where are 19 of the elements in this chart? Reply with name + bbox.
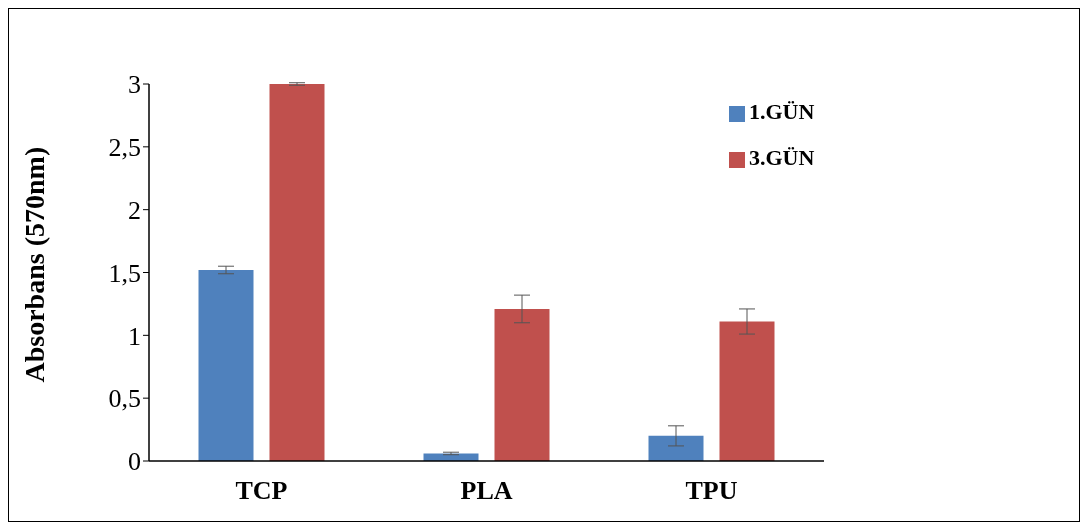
y-tick-label: 3 [128, 70, 141, 100]
y-tick-label: 1 [128, 321, 141, 351]
bar [648, 435, 704, 461]
bar [198, 269, 254, 461]
y-tick-label: 2 [128, 195, 141, 225]
legend-label: 3.GÜN [749, 145, 815, 170]
y-tick-label: 0,5 [108, 384, 141, 414]
y-tick-label: 0 [128, 447, 141, 477]
x-tick-label: TCP [235, 476, 288, 506]
bar [719, 321, 775, 461]
bar [494, 308, 550, 461]
y-tick-label: 1,5 [108, 258, 141, 288]
y-axis-title: Absorbans (570nm) [18, 146, 50, 383]
legend-label: 1.GÜN [749, 99, 815, 124]
x-tick-label: PLA [460, 476, 513, 506]
y-tick-label: 2,5 [108, 133, 141, 163]
x-tick-label: TPU [685, 476, 738, 506]
bar [269, 84, 325, 461]
bar [423, 453, 479, 461]
